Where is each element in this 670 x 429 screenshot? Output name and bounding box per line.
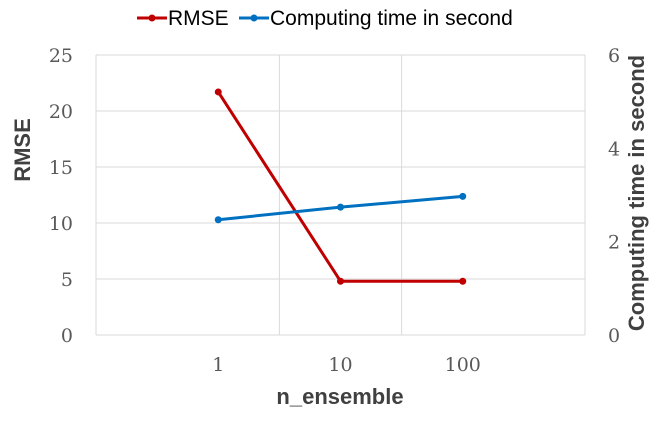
y-axis-ticks: 0 5 10 15 20 25 xyxy=(49,45,73,347)
rmse-data-point xyxy=(459,277,467,285)
y-axis-title: RMSE xyxy=(10,118,35,182)
rmse-data-point xyxy=(337,277,344,285)
legend-rmse-marker xyxy=(148,14,156,22)
rmse-data-point xyxy=(214,88,222,96)
series-group xyxy=(214,88,467,285)
y-tick-label: 25 xyxy=(49,45,73,67)
y-tick-label: 0 xyxy=(61,325,73,347)
legend-computing-time-marker xyxy=(250,14,258,22)
computing-time-data-point xyxy=(459,192,467,200)
legend-computing-time-label: Computing time in second xyxy=(270,7,513,30)
x-tick-label: 10 xyxy=(328,354,352,376)
y2-tick-label: 4 xyxy=(608,138,620,160)
y-tick-label: 5 xyxy=(61,269,73,291)
x-axis-ticks: 1 10 100 xyxy=(212,354,481,376)
legend-rmse-label: RMSE xyxy=(168,7,229,30)
y-tick-label: 10 xyxy=(49,213,73,235)
x-axis-title: n_ensemble xyxy=(276,384,403,409)
y2-axis-ticks: 0 2 4 6 xyxy=(608,45,620,347)
y-tick-label: 20 xyxy=(49,101,73,123)
rmse-series-line xyxy=(216,91,463,283)
y2-tick-label: 6 xyxy=(608,45,620,67)
y2-axis-title: Computing time in second xyxy=(624,55,649,331)
legend: RMSE Computing time in second xyxy=(137,7,513,30)
computing-time-data-point xyxy=(337,203,344,211)
y2-tick-label: 2 xyxy=(608,232,620,254)
x-tick-label: 1 xyxy=(212,354,224,376)
y2-tick-label: 0 xyxy=(608,325,620,347)
y-tick-label: 15 xyxy=(49,157,73,179)
gridlines xyxy=(95,54,586,336)
computing-time-data-point xyxy=(214,216,222,224)
x-tick-label: 100 xyxy=(445,354,481,376)
